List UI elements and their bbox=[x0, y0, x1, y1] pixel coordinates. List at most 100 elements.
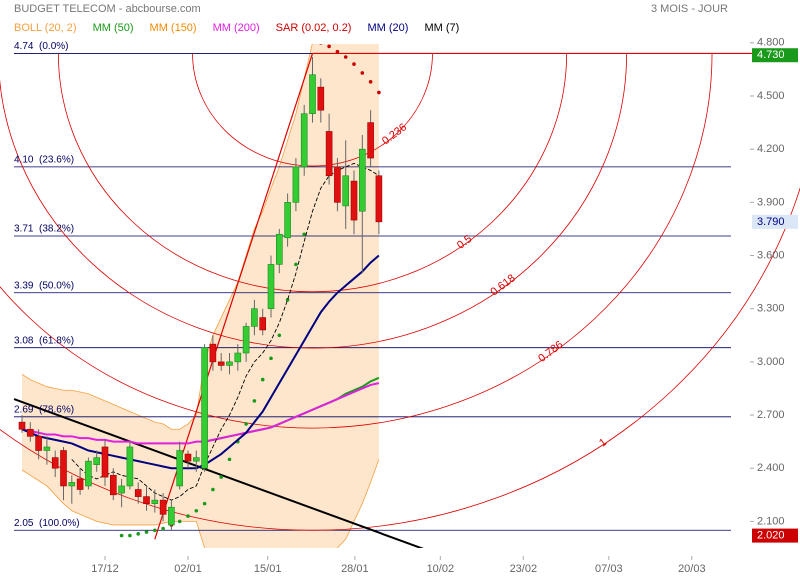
price-tag bbox=[752, 48, 798, 63]
sar-dot bbox=[294, 262, 298, 267]
y-tick-label: 3.000 bbox=[757, 356, 785, 368]
sar-dot bbox=[161, 526, 165, 531]
candle-body bbox=[35, 436, 42, 451]
fib-label: 3.08 (61.8%) bbox=[14, 335, 74, 346]
moving-average bbox=[21, 382, 380, 445]
y-tick-label: 3.900 bbox=[757, 196, 785, 208]
sar-dot bbox=[360, 71, 365, 75]
candle-body bbox=[234, 352, 242, 363]
candle-body bbox=[76, 478, 84, 490]
sar-dot bbox=[285, 298, 290, 302]
candle-body bbox=[276, 233, 283, 265]
sar-dot bbox=[219, 475, 224, 479]
legend-entry: MM (7) bbox=[424, 22, 459, 34]
y-tick-label: 3.300 bbox=[757, 303, 785, 315]
sar-dot bbox=[186, 514, 190, 518]
y-tick-label: 3.600 bbox=[757, 249, 785, 261]
price-tag-label: 3.790 bbox=[757, 216, 785, 228]
candle-body bbox=[60, 450, 67, 487]
sar-dot bbox=[136, 532, 141, 536]
y-tick-label: 2.700 bbox=[757, 409, 785, 421]
period-label: 3 MOIS - JOUR bbox=[651, 3, 728, 15]
fan-arc bbox=[192, 53, 433, 167]
sar-dot bbox=[377, 90, 381, 95]
sar-dot bbox=[177, 519, 182, 524]
candle-body bbox=[209, 343, 217, 363]
x-tick-label: 20/03 bbox=[678, 563, 706, 575]
y-tick-label: 2.100 bbox=[757, 515, 785, 527]
bollinger-upper bbox=[21, 44, 313, 430]
candle-body bbox=[251, 308, 258, 327]
sar-dot bbox=[227, 457, 232, 462]
fib-label: 2.05 (100.0%) bbox=[14, 518, 80, 529]
sar-dot bbox=[153, 528, 157, 533]
sar-dot bbox=[194, 508, 199, 513]
fan-arc bbox=[0, 53, 628, 349]
sar-dot bbox=[352, 62, 356, 66]
price-tag-label: 2.020 bbox=[757, 529, 785, 541]
trendline bbox=[13, 398, 424, 548]
price-tag-label: 4.730 bbox=[757, 49, 785, 61]
legend-entry: MM (50) bbox=[93, 22, 134, 34]
candle-body bbox=[284, 202, 291, 239]
candle-body bbox=[68, 482, 76, 487]
bollinger-band bbox=[21, 44, 379, 548]
y-tick-label: 4.800 bbox=[757, 37, 785, 49]
sar-dot bbox=[119, 533, 124, 538]
candle-body bbox=[226, 361, 233, 366]
candle-body bbox=[184, 453, 192, 462]
y-tick-label: 4.200 bbox=[757, 143, 785, 155]
candle-body bbox=[126, 446, 134, 487]
price-tag bbox=[752, 214, 798, 229]
sar-dot bbox=[260, 377, 265, 382]
candle-body bbox=[325, 131, 333, 177]
sar-dot bbox=[144, 530, 149, 534]
candle-body bbox=[367, 122, 374, 159]
legend-entry: SAR (0.02, 0.2) bbox=[276, 22, 352, 34]
candle-body bbox=[18, 421, 26, 430]
candle-body bbox=[217, 361, 225, 366]
candle-body bbox=[267, 264, 275, 310]
fan-arc bbox=[0, 53, 713, 429]
candle-body bbox=[201, 347, 208, 469]
candle-body bbox=[151, 499, 159, 504]
fib-label: 2.69 (78.6%) bbox=[14, 404, 74, 415]
legend-entry: MM (20) bbox=[367, 22, 408, 34]
candle-body bbox=[242, 326, 250, 354]
x-tick-label: 23/02 bbox=[510, 563, 538, 575]
candle-body bbox=[85, 460, 92, 487]
sar-dot bbox=[302, 232, 307, 237]
x-tick-label: 10/02 bbox=[427, 563, 455, 575]
candle-body bbox=[118, 485, 125, 494]
fib-label: 4.10 (23.6%) bbox=[14, 155, 74, 166]
sar-dot bbox=[327, 44, 331, 49]
sar-dot bbox=[319, 44, 323, 45]
chart-title: BUDGET TELECOM - abcbourse.com bbox=[14, 3, 201, 15]
moving-average bbox=[71, 162, 380, 501]
sar-dot bbox=[269, 356, 273, 361]
candle-body bbox=[350, 180, 358, 221]
legend-entry: BOLL (20, 2) bbox=[14, 22, 77, 34]
sar-dot bbox=[277, 333, 282, 338]
fan-arc bbox=[0, 186, 800, 531]
candle-body bbox=[176, 450, 184, 487]
candle-body bbox=[375, 175, 383, 223]
candle-body bbox=[143, 496, 150, 504]
candle-body bbox=[26, 428, 34, 437]
legend-entry: MM (200) bbox=[213, 22, 260, 34]
candle-body bbox=[317, 86, 325, 111]
x-tick-label: 28/01 bbox=[341, 563, 369, 575]
sar-dot bbox=[252, 399, 257, 403]
sar-dot bbox=[202, 501, 207, 506]
candle-body bbox=[309, 74, 316, 115]
sar-dot bbox=[368, 80, 373, 84]
candle-body bbox=[334, 166, 341, 203]
legend-entry: MM (150) bbox=[150, 22, 197, 34]
candle-body bbox=[101, 446, 109, 478]
moving-average bbox=[21, 254, 380, 470]
candle-body bbox=[342, 175, 350, 207]
sar-dot bbox=[211, 487, 215, 492]
x-tick-label: 02/01 bbox=[174, 563, 202, 575]
candle-body bbox=[193, 457, 200, 462]
